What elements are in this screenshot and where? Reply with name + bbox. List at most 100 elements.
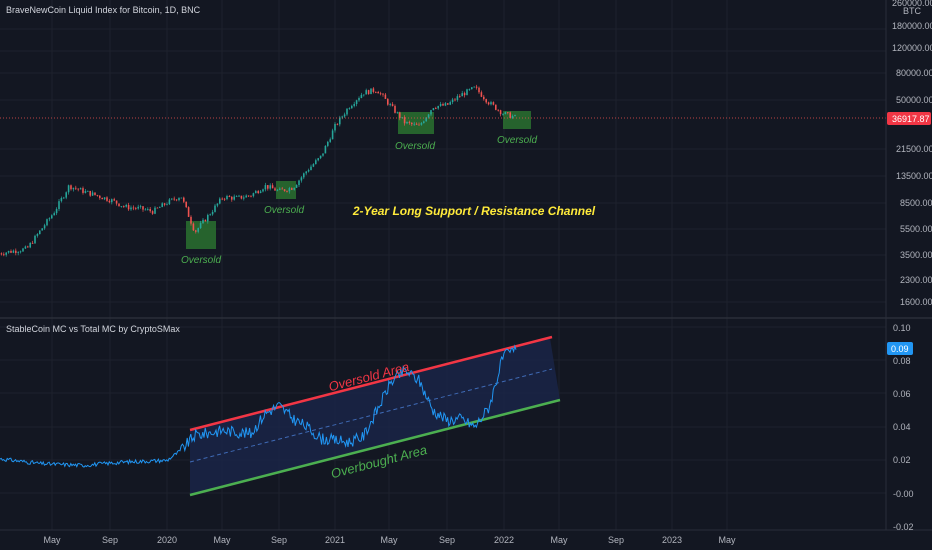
candle-body [91,192,94,196]
price-candles [0,84,516,257]
candle-body [473,86,475,88]
oversold-boxes [186,111,531,249]
time-tick: 2021 [325,535,345,545]
candle-body [418,124,420,126]
candle-body [192,223,195,231]
candle-body [324,145,327,154]
candle-body [240,195,243,199]
price-tick: 5500.00 [900,224,932,234]
candle-body [178,198,180,201]
candle-body [346,108,348,115]
candle-body [353,104,355,106]
candle-body [327,141,329,146]
candle-body [456,96,459,101]
price-tick: 260000.00 [892,0,932,8]
candle-body [348,108,351,110]
candle-body [341,116,343,118]
candle-body [435,108,437,109]
candle-body [41,228,43,231]
candle-body [387,98,389,105]
candle-body [204,219,207,222]
candle-body [94,192,96,195]
candle-body [252,193,255,197]
value-tick: 0.06 [893,389,911,399]
candle-body [130,207,132,210]
candle-body [372,88,375,92]
candle-body [411,122,413,125]
current-value-badge [887,342,913,355]
candle-body [358,98,360,101]
candle-body [166,204,168,205]
time-tick: 2023 [662,535,682,545]
candle-body [173,198,175,200]
value-tick: -0.02 [893,522,914,532]
price-tick: 120000.00 [892,43,932,53]
candle-body [257,191,259,194]
price-tick: 2300.00 [900,275,932,285]
candle-body [269,185,271,189]
candle-body [113,199,115,201]
candle-body [449,102,451,105]
candle-body [281,188,283,190]
candle-body [51,215,53,219]
candle-body [303,173,305,178]
candle-body [211,211,214,215]
candle-body [163,203,166,205]
candle-body [403,117,406,124]
candle-body [502,114,504,115]
candle-body [168,199,171,205]
candle-body [5,252,7,255]
candle-body [139,206,142,208]
value-tick: -0.00 [893,489,914,499]
current-value-label: 0.09 [891,344,909,354]
candle-body [461,93,463,97]
top-price-axis: 260000.00 BTC 180000.00 120000.00 80000.… [887,0,932,307]
candle-body [84,191,87,193]
time-tick: 2022 [494,535,514,545]
candle-body [231,196,233,200]
candle-body [384,94,387,99]
candle-body [459,96,461,97]
candle-body [334,123,336,131]
channel-fill [190,338,560,495]
candle-body [310,166,312,171]
channel-midline [189,368,553,463]
candle-body [180,197,183,199]
candle-body [197,228,199,232]
time-tick: May [213,535,231,545]
candle-body [89,190,91,196]
candle-body [199,223,202,229]
candle-body [171,198,173,200]
price-tick: 1600.00 [900,297,932,307]
candle-body [27,246,29,248]
time-axis: May Sep 2020 May Sep 2021 May Sep 2022 M… [43,535,736,545]
candle-body [468,89,471,90]
candle-body [427,114,430,118]
candle-body [471,87,473,90]
price-tick: 180000.00 [892,21,932,31]
candle-body [245,195,247,198]
candle-body [7,250,10,253]
candle-body [156,207,159,209]
oversold-box [503,111,531,129]
candle-body [415,123,418,125]
candle-body [48,218,51,220]
candle-body [250,195,252,197]
candle-body [259,191,262,194]
candle-body [127,204,130,210]
channel-title: 2-Year Long Support / Resistance Channel [352,204,596,218]
axis-unit: BTC [903,6,922,16]
candle-body [336,123,339,125]
candle-body [39,230,41,235]
time-tick: Sep [102,535,118,545]
time-tick: Sep [608,535,624,545]
candle-body [442,104,444,106]
time-tick: May [550,535,568,545]
candle-body [31,242,34,244]
candle-body [149,209,151,212]
time-tick: May [43,535,61,545]
candle-body [209,214,211,216]
candle-body [106,197,108,201]
price-tick: 21500.00 [896,144,932,154]
